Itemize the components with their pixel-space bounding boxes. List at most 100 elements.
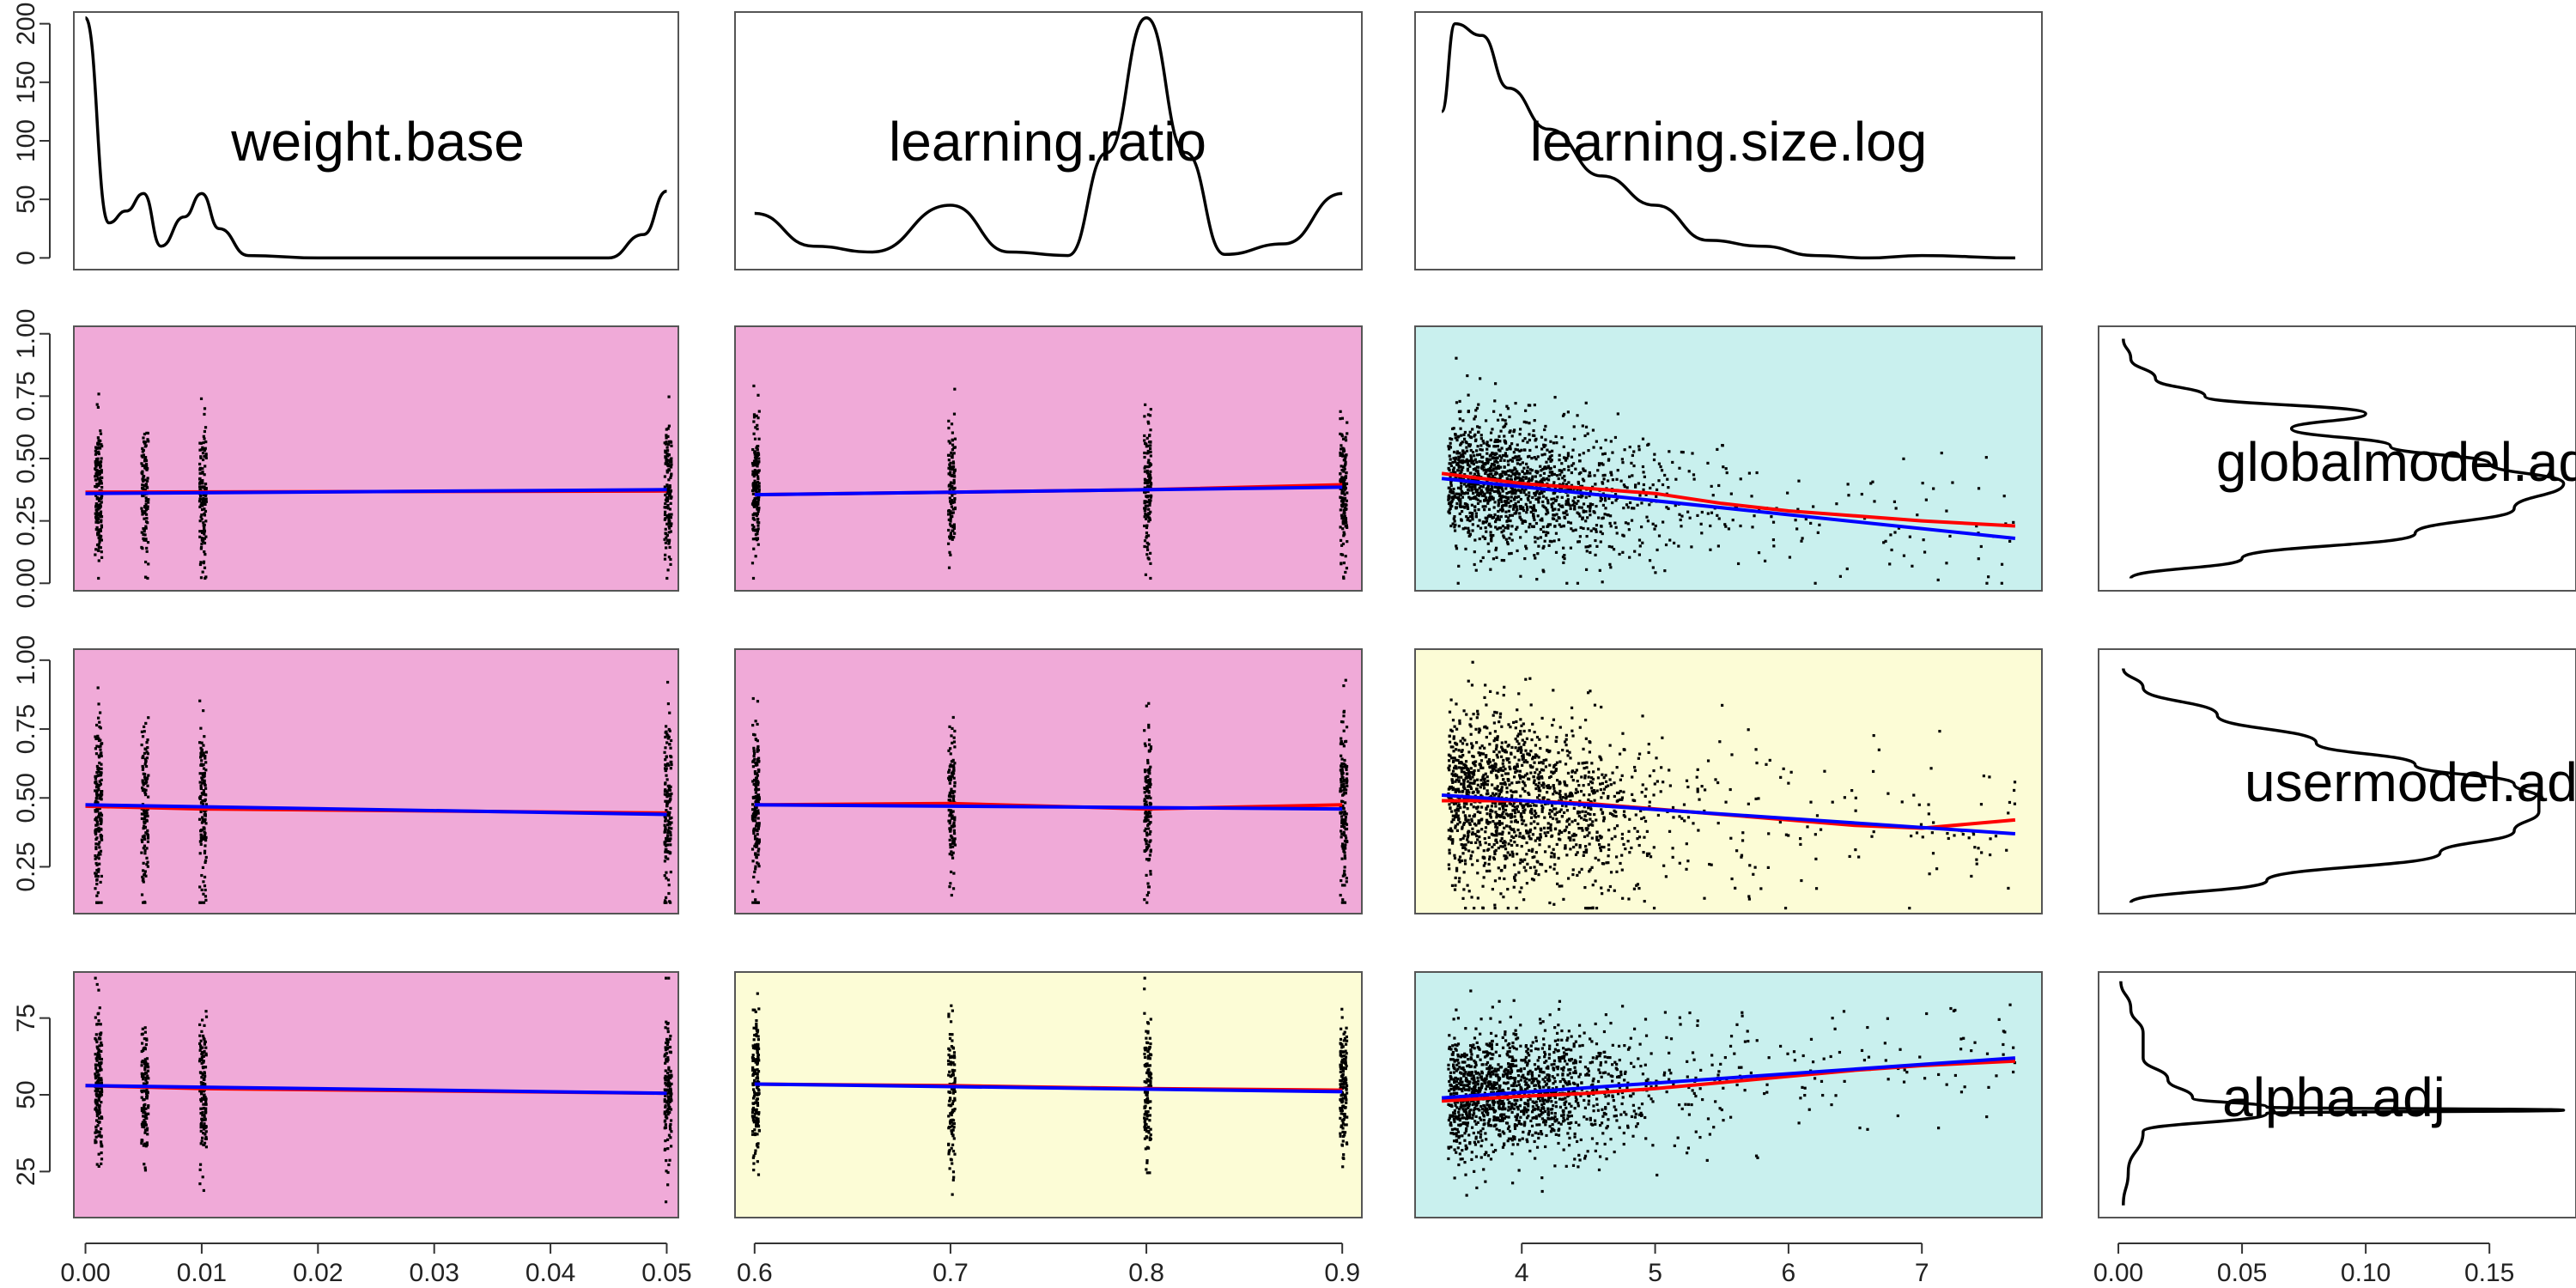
point	[145, 468, 149, 471]
point	[100, 482, 103, 485]
point	[1581, 477, 1585, 481]
point	[1528, 477, 1531, 481]
point	[1595, 440, 1598, 443]
point	[1461, 495, 1464, 499]
point	[94, 453, 98, 456]
point	[1753, 514, 1756, 518]
point	[1607, 458, 1611, 461]
point	[1555, 474, 1559, 477]
point	[667, 531, 671, 534]
point	[145, 750, 149, 754]
point	[1487, 499, 1491, 503]
point	[1146, 413, 1151, 416]
point	[1339, 410, 1342, 413]
point	[948, 769, 951, 772]
point	[1563, 468, 1566, 471]
point	[1339, 508, 1342, 512]
point	[1651, 566, 1655, 569]
point	[1528, 491, 1531, 495]
point	[1546, 791, 1549, 794]
point	[1458, 719, 1461, 722]
point	[1457, 766, 1461, 769]
point	[950, 499, 954, 502]
point	[1552, 807, 1556, 811]
point	[1467, 774, 1470, 777]
point	[1514, 818, 1517, 823]
point	[1688, 516, 1692, 519]
point	[667, 820, 671, 824]
point	[1562, 412, 1566, 416]
point	[948, 523, 952, 526]
point	[664, 510, 667, 513]
point	[1145, 471, 1149, 475]
point	[1543, 539, 1546, 543]
point	[1522, 489, 1526, 492]
point	[951, 726, 954, 731]
point	[1146, 775, 1150, 778]
point	[664, 735, 667, 739]
point	[1454, 884, 1457, 887]
point	[1486, 779, 1490, 783]
point	[667, 518, 671, 521]
point	[100, 778, 103, 782]
point	[1657, 462, 1662, 465]
point	[145, 550, 149, 553]
point	[756, 827, 760, 830]
point	[1661, 483, 1665, 487]
point	[756, 798, 761, 801]
point	[1487, 550, 1491, 553]
point	[753, 770, 757, 774]
point	[1339, 811, 1342, 815]
point	[1462, 709, 1466, 713]
point	[1519, 536, 1522, 539]
point	[1473, 417, 1476, 421]
point	[1346, 784, 1349, 787]
point	[1582, 479, 1586, 483]
point	[1145, 526, 1149, 530]
point	[1809, 521, 1813, 526]
point	[1534, 556, 1537, 560]
point	[201, 500, 205, 503]
point	[1449, 464, 1453, 468]
point	[1663, 473, 1667, 477]
point	[754, 898, 757, 902]
point	[1149, 850, 1152, 854]
point	[1476, 713, 1479, 716]
point	[1497, 491, 1500, 495]
point	[1481, 485, 1485, 489]
point	[1145, 541, 1149, 544]
point	[144, 463, 149, 466]
point	[1475, 406, 1479, 410]
point	[1576, 780, 1579, 783]
point	[667, 793, 671, 796]
point	[1550, 505, 1554, 509]
point	[94, 861, 98, 866]
point	[145, 486, 149, 489]
point	[1475, 460, 1479, 464]
point	[1619, 479, 1623, 483]
point	[753, 479, 756, 483]
point	[1533, 419, 1536, 422]
point	[1492, 464, 1497, 467]
point	[949, 747, 952, 750]
point	[1687, 470, 1691, 473]
point	[1497, 501, 1501, 505]
point	[1489, 453, 1492, 457]
point	[1345, 877, 1348, 880]
point	[143, 777, 147, 781]
point	[1533, 855, 1536, 859]
point	[1489, 538, 1493, 541]
point	[1499, 498, 1503, 501]
point	[1470, 683, 1474, 687]
point	[1984, 456, 1988, 459]
point	[1587, 823, 1590, 827]
point	[668, 507, 672, 511]
point	[142, 453, 145, 457]
point	[752, 746, 756, 750]
point	[1656, 548, 1659, 552]
point	[1561, 414, 1565, 417]
point	[1664, 875, 1668, 878]
point	[1534, 493, 1537, 496]
point	[948, 829, 952, 833]
point	[1342, 848, 1346, 852]
